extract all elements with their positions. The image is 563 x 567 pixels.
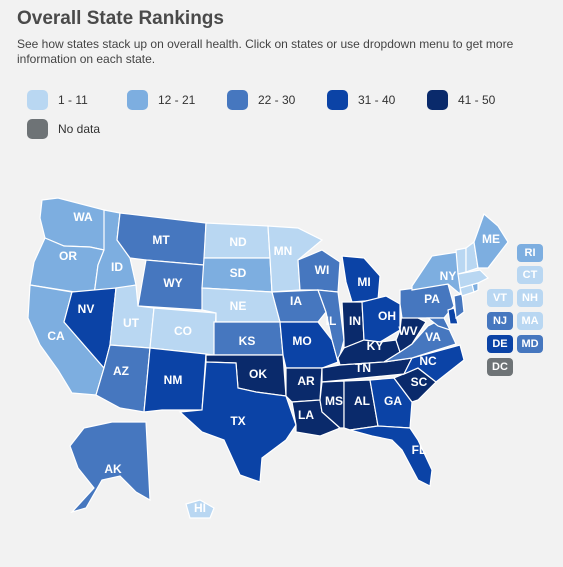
callout-label-CT: CT (523, 269, 538, 281)
callout-NJ[interactable] (487, 312, 513, 330)
state-label-NM: NM (164, 373, 183, 387)
state-label-WI: WI (315, 263, 330, 277)
legend-label: 12 - 21 (158, 93, 196, 107)
state-label-CO: CO (174, 324, 192, 338)
legend-item-1-11: 1 - 11 (27, 90, 88, 110)
state-label-SD: SD (230, 266, 247, 280)
state-label-CA: CA (47, 329, 65, 343)
state-label-AK: AK (104, 462, 122, 476)
state-label-WV: WV (398, 324, 417, 338)
state-MD[interactable] (426, 317, 452, 332)
state-DE[interactable] (447, 307, 459, 325)
state-label-LA: LA (298, 408, 314, 422)
state-label-IA: IA (290, 294, 302, 308)
state-label-SC: SC (411, 375, 428, 389)
legend-label: No data (58, 122, 101, 136)
legend-label: 41 - 50 (458, 93, 496, 107)
state-label-GA: GA (384, 394, 402, 408)
legend-swatch (227, 90, 248, 110)
state-label-IN: IN (349, 314, 361, 328)
state-label-ME: ME (482, 232, 500, 246)
callout-label-NH: NH (522, 292, 538, 304)
callout-label-VT: VT (493, 292, 507, 304)
state-label-NV: NV (78, 302, 95, 316)
state-WV[interactable] (395, 311, 427, 353)
state-GA[interactable] (369, 377, 413, 429)
callout-label-DE: DE (492, 338, 507, 350)
us-map: WA OR CA ID NV MT WY UT AZ CO NM ND SD N… (27, 197, 543, 519)
legend-label: 1 - 11 (58, 93, 88, 107)
state-label-KY: KY (367, 339, 384, 353)
state-label-UT: UT (123, 316, 140, 330)
state-label-TN: TN (355, 361, 371, 375)
state-label-AZ: AZ (113, 364, 129, 378)
state-label-PA: PA (424, 292, 440, 306)
state-label-TX: TX (230, 414, 245, 428)
legend-swatch (427, 90, 448, 110)
callout-CT[interactable] (517, 266, 543, 284)
legend-item-no-data: No data (27, 119, 100, 139)
callout-label-NJ: NJ (493, 315, 507, 327)
callout-label-RI: RI (525, 247, 536, 259)
state-label-KS: KS (239, 334, 256, 348)
state-TX[interactable] (178, 361, 297, 483)
state-label-MI: MI (357, 275, 370, 289)
state-label-FL: FL (412, 443, 427, 457)
state-VT[interactable] (455, 247, 467, 275)
callout-RI[interactable] (517, 244, 543, 262)
callout-DE[interactable] (487, 335, 513, 353)
legend-item-41-50: 41 - 50 (427, 90, 495, 110)
legend-item-31-40: 31 - 40 (327, 90, 395, 110)
legend-swatch (27, 90, 48, 110)
state-label-WY: WY (163, 276, 182, 290)
state-NM[interactable] (143, 347, 207, 413)
page-subtitle: See how states stack up on overall healt… (17, 37, 514, 66)
state-label-MS: MS (325, 394, 343, 408)
legend-item-22-30: 22 - 30 (227, 90, 295, 110)
state-HI[interactable] (185, 499, 215, 519)
legend-swatch (127, 90, 148, 110)
state-label-AR: AR (297, 374, 315, 388)
legend-label: 22 - 30 (258, 93, 296, 107)
state-MO[interactable] (279, 321, 339, 369)
state-label-OH: OH (378, 309, 396, 323)
legend-item-12-21: 12 - 21 (127, 90, 195, 110)
callout-NH[interactable] (517, 289, 543, 307)
legend-swatch (27, 119, 48, 139)
state-label-IL: IL (326, 314, 337, 328)
state-label-MT: MT (152, 233, 170, 247)
state-label-OR: OR (59, 249, 77, 263)
state-label-ID: ID (111, 260, 123, 274)
state-label-HI: HI (194, 501, 206, 515)
page-title: Overall State Rankings (17, 8, 224, 29)
state-label-VA: VA (425, 330, 441, 344)
callout-label-MA: MA (521, 315, 538, 327)
legend-swatch (327, 90, 348, 110)
state-NJ[interactable] (453, 293, 465, 320)
callout-MA[interactable] (517, 312, 543, 330)
state-label-NE: NE (230, 299, 247, 313)
state-FL[interactable] (349, 425, 433, 487)
state-label-NC: NC (419, 354, 437, 368)
callout-label-DC: DC (492, 361, 508, 373)
state-label-AL: AL (354, 394, 370, 408)
state-ME[interactable] (473, 212, 509, 269)
state-label-NY: NY (440, 269, 457, 283)
callout-DC[interactable] (487, 358, 513, 376)
state-label-ND: ND (229, 235, 247, 249)
callout-label-MD: MD (521, 338, 538, 350)
state-IL[interactable] (317, 289, 345, 365)
legend-label: 31 - 40 (358, 93, 396, 107)
state-AK[interactable] (69, 421, 151, 514)
state-MA[interactable] (457, 269, 490, 289)
state-label-MO: MO (292, 334, 311, 348)
callout-MD[interactable] (517, 335, 543, 353)
state-label-OK: OK (249, 367, 267, 381)
state-label-WA: WA (73, 210, 93, 224)
state-label-MN: MN (274, 244, 293, 258)
callout-VT[interactable] (487, 289, 513, 307)
